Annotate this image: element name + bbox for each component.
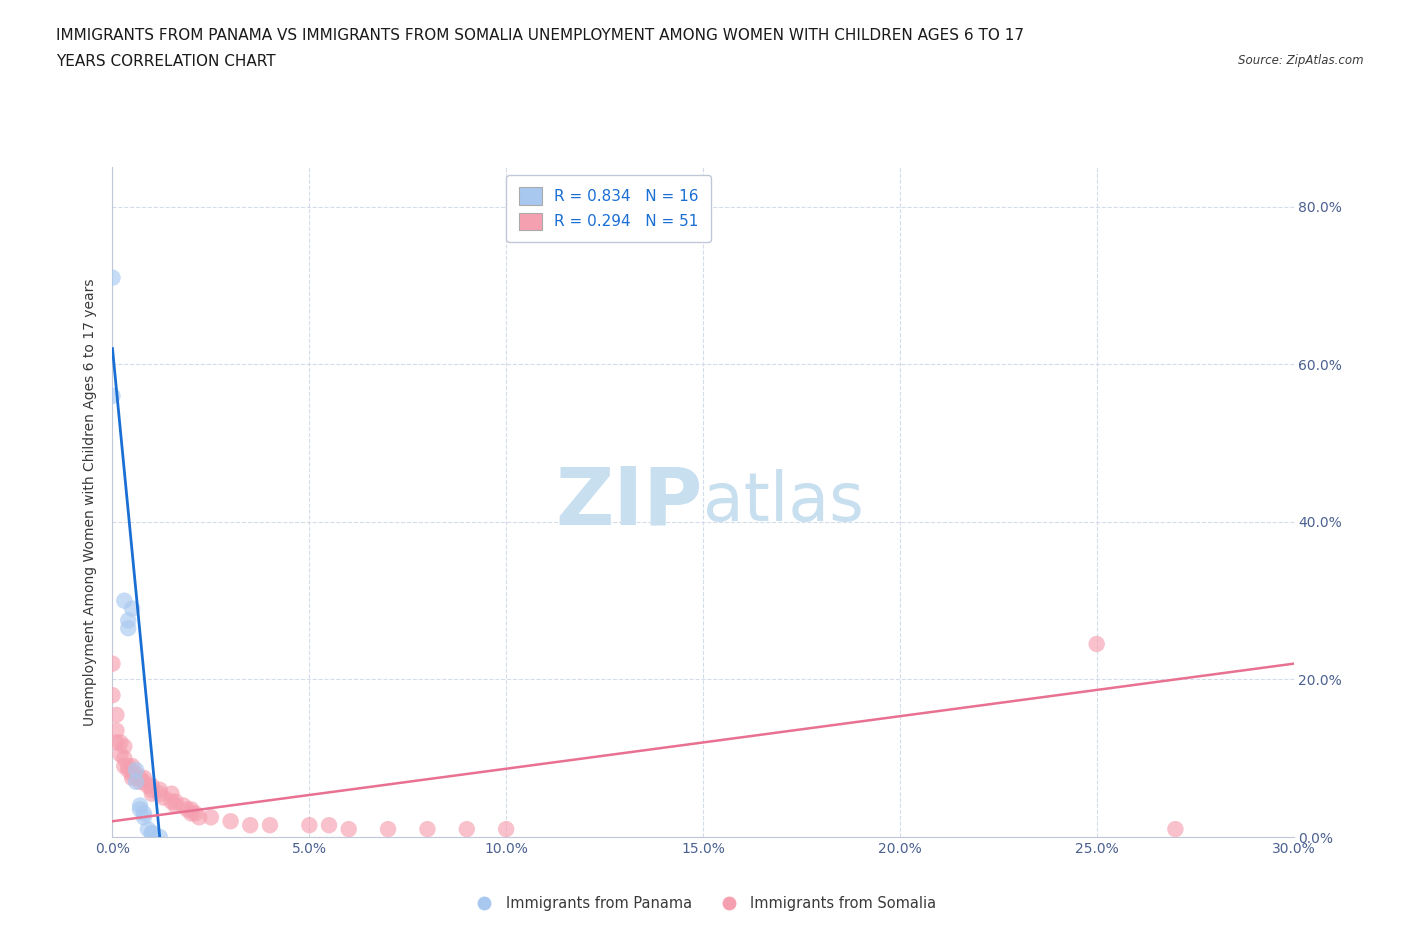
Point	[149, 830, 172, 844]
Point	[172, 798, 194, 813]
Point	[259, 817, 281, 832]
Point	[149, 782, 172, 797]
Text: IMMIGRANTS FROM PANAMA VS IMMIGRANTS FROM SOMALIA UNEMPLOYMENT AMONG WOMEN WITH : IMMIGRANTS FROM PANAMA VS IMMIGRANTS FRO…	[56, 28, 1024, 43]
Legend: Immigrants from Panama, Immigrants from Somalia: Immigrants from Panama, Immigrants from …	[464, 890, 942, 917]
Point	[105, 708, 128, 723]
Point	[101, 389, 124, 404]
Point	[416, 822, 439, 837]
Point	[132, 770, 155, 785]
Point	[160, 786, 183, 801]
Point	[337, 822, 360, 837]
Point	[1085, 636, 1108, 651]
Point	[141, 826, 163, 841]
Point	[184, 806, 207, 821]
Point	[117, 763, 139, 777]
Point	[129, 798, 152, 813]
Point	[105, 724, 128, 738]
Point	[110, 735, 132, 750]
Point	[456, 822, 478, 837]
Point	[377, 822, 399, 837]
Point	[136, 778, 159, 793]
Point	[132, 775, 155, 790]
Point	[121, 601, 143, 616]
Point	[121, 766, 143, 781]
Point	[200, 810, 222, 825]
Point	[112, 759, 135, 774]
Point	[141, 826, 163, 841]
Point	[239, 817, 262, 832]
Point	[129, 770, 152, 785]
Point	[101, 657, 124, 671]
Point	[110, 747, 132, 762]
Point	[149, 786, 172, 801]
Point	[165, 794, 187, 809]
Point	[125, 766, 148, 781]
Point	[117, 759, 139, 774]
Point	[1164, 822, 1187, 837]
Point	[136, 822, 159, 837]
Point	[125, 770, 148, 785]
Point	[141, 778, 163, 793]
Point	[101, 271, 124, 286]
Point	[318, 817, 340, 832]
Point	[125, 775, 148, 790]
Point	[105, 735, 128, 750]
Text: YEARS CORRELATION CHART: YEARS CORRELATION CHART	[56, 54, 276, 69]
Text: ZIP: ZIP	[555, 463, 703, 541]
Point	[112, 751, 135, 765]
Point	[141, 786, 163, 801]
Point	[117, 613, 139, 628]
Text: atlas: atlas	[703, 470, 863, 535]
Point	[219, 814, 242, 829]
Point	[129, 775, 152, 790]
Point	[141, 782, 163, 797]
Point	[112, 593, 135, 608]
Point	[188, 810, 211, 825]
Point	[176, 802, 198, 817]
Y-axis label: Unemployment Among Women with Children Ages 6 to 17 years: Unemployment Among Women with Children A…	[83, 278, 97, 726]
Point	[298, 817, 321, 832]
Point	[180, 806, 202, 821]
Point	[129, 802, 152, 817]
Point	[165, 798, 187, 813]
Point	[125, 763, 148, 777]
Point	[160, 794, 183, 809]
Point	[180, 802, 202, 817]
Point	[121, 770, 143, 785]
Point	[101, 688, 124, 703]
Point	[117, 621, 139, 636]
Point	[152, 790, 174, 805]
Point	[495, 822, 517, 837]
Point	[121, 759, 143, 774]
Point	[132, 806, 155, 821]
Point	[112, 739, 135, 754]
Point	[132, 810, 155, 825]
Text: Source: ZipAtlas.com: Source: ZipAtlas.com	[1239, 54, 1364, 67]
